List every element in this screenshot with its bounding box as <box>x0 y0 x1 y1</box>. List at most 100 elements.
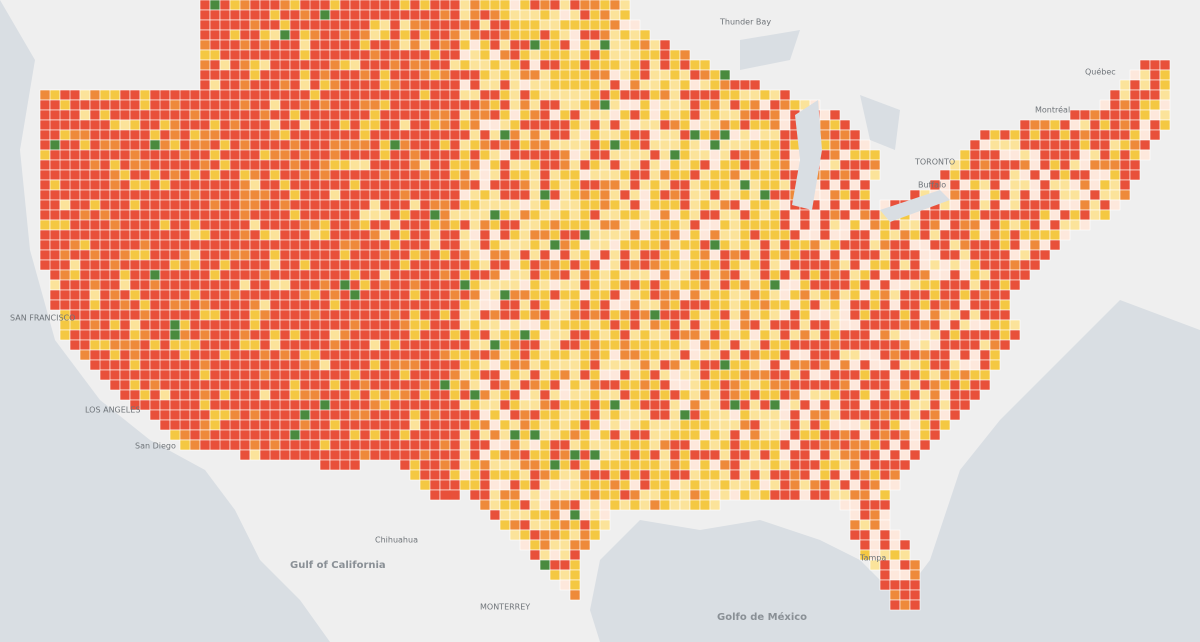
county <box>89 259 101 271</box>
county <box>439 199 451 211</box>
county <box>939 339 951 351</box>
county <box>769 379 781 391</box>
county <box>49 279 61 291</box>
county <box>89 329 101 341</box>
county <box>259 439 271 451</box>
county <box>259 369 271 381</box>
county <box>639 119 651 131</box>
county <box>519 99 531 111</box>
county <box>389 249 401 261</box>
county <box>889 249 901 261</box>
county <box>789 209 801 221</box>
place-label: Golfo de México <box>717 611 807 623</box>
county <box>459 389 471 401</box>
county <box>109 99 121 111</box>
county <box>439 249 451 261</box>
county <box>589 279 601 291</box>
county <box>689 179 701 191</box>
county <box>319 389 331 401</box>
county <box>969 139 981 151</box>
county <box>669 49 681 61</box>
county <box>589 349 601 361</box>
county <box>719 189 731 201</box>
county <box>689 249 701 261</box>
county <box>469 109 481 121</box>
county <box>329 169 341 181</box>
county <box>249 199 261 211</box>
county <box>789 389 801 401</box>
county <box>469 259 481 271</box>
county <box>809 339 821 351</box>
county <box>949 239 961 251</box>
county <box>299 59 311 71</box>
county <box>979 329 991 341</box>
county <box>469 229 481 241</box>
county <box>489 349 501 361</box>
county <box>859 329 871 341</box>
county <box>989 289 1001 301</box>
county <box>229 249 241 261</box>
lake-superior <box>740 30 800 70</box>
county <box>539 439 551 451</box>
county <box>589 359 601 371</box>
county <box>959 249 971 261</box>
county <box>299 99 311 111</box>
county <box>89 339 101 351</box>
county <box>579 369 591 381</box>
county <box>859 319 871 331</box>
county <box>939 349 951 361</box>
county <box>389 439 401 451</box>
county <box>499 169 511 181</box>
county <box>769 179 781 191</box>
county <box>279 269 291 281</box>
place-label: Montréal <box>1035 105 1070 115</box>
county <box>599 499 611 511</box>
county <box>639 419 651 431</box>
county <box>929 359 941 371</box>
county <box>459 139 471 151</box>
county <box>1069 189 1081 201</box>
county <box>619 499 631 511</box>
county <box>689 449 701 461</box>
county <box>719 409 731 421</box>
county <box>769 469 781 481</box>
county <box>479 219 491 231</box>
county <box>409 9 421 21</box>
county <box>589 139 601 151</box>
county <box>379 79 391 91</box>
county <box>759 429 771 441</box>
county <box>869 439 881 451</box>
county <box>459 199 471 211</box>
county <box>159 189 171 201</box>
county <box>729 479 741 491</box>
county <box>769 349 781 361</box>
county <box>509 319 521 331</box>
county <box>509 209 521 221</box>
county <box>919 269 931 281</box>
county <box>999 269 1011 281</box>
county <box>879 319 891 331</box>
county <box>309 339 321 351</box>
county <box>329 229 341 241</box>
county <box>669 259 681 271</box>
county <box>69 259 81 271</box>
county <box>669 79 681 91</box>
county <box>69 159 81 171</box>
county <box>719 329 731 341</box>
county <box>689 199 701 211</box>
county <box>849 139 861 151</box>
county <box>1139 149 1151 161</box>
county <box>279 189 291 201</box>
county <box>519 49 531 61</box>
county <box>459 109 471 121</box>
county <box>709 119 721 131</box>
county <box>519 289 531 301</box>
county <box>959 309 971 321</box>
county <box>469 449 481 461</box>
county <box>679 209 691 221</box>
county <box>499 359 511 371</box>
county <box>729 369 741 381</box>
county <box>859 359 871 371</box>
county <box>709 279 721 291</box>
county <box>99 149 111 161</box>
